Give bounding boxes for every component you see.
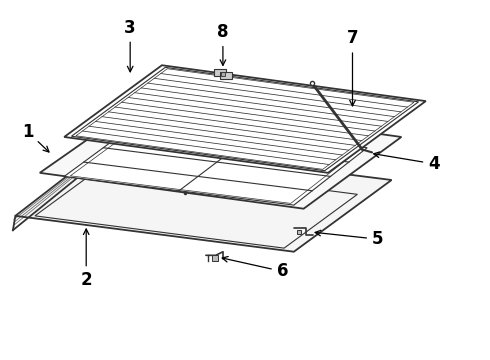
Text: 4: 4 bbox=[374, 152, 440, 173]
Text: 2: 2 bbox=[80, 229, 92, 289]
Text: 5: 5 bbox=[315, 230, 384, 248]
Bar bbox=[214, 69, 226, 76]
Polygon shape bbox=[40, 101, 401, 209]
Text: 7: 7 bbox=[347, 30, 358, 106]
Text: 1: 1 bbox=[22, 123, 49, 152]
Polygon shape bbox=[64, 119, 367, 205]
Polygon shape bbox=[15, 144, 392, 252]
Bar bbox=[220, 72, 232, 78]
Text: 3: 3 bbox=[124, 19, 136, 72]
Text: 8: 8 bbox=[217, 23, 229, 66]
Text: 6: 6 bbox=[222, 257, 288, 280]
Polygon shape bbox=[64, 65, 426, 173]
